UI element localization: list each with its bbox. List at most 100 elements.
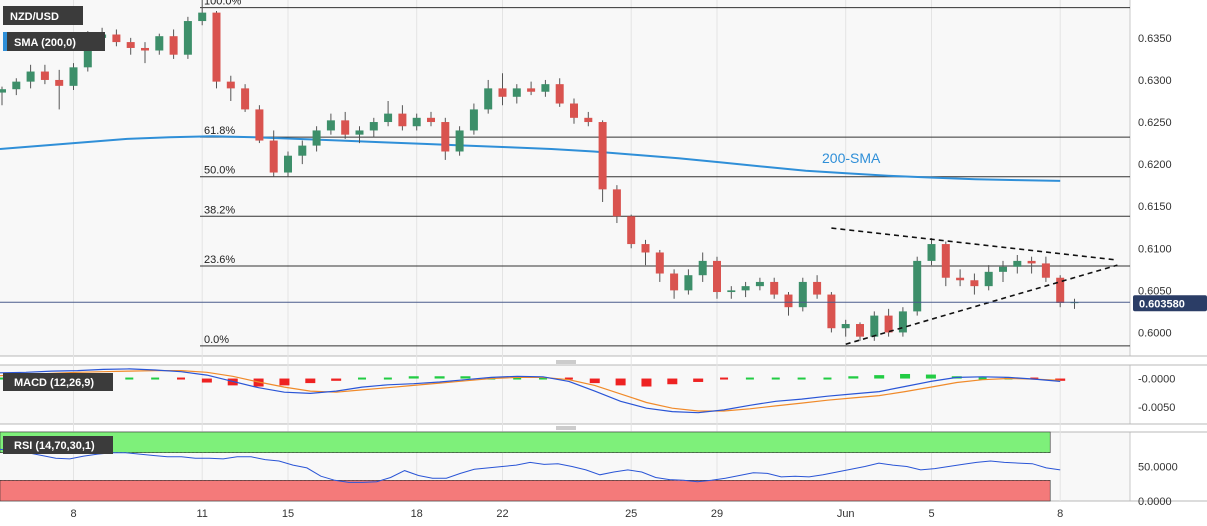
candle-body-74 <box>1056 277 1065 303</box>
sma-200-line <box>0 135 1061 182</box>
candle-55 <box>784 292 793 316</box>
candle-52 <box>741 281 750 298</box>
candle-body-57 <box>813 281 822 295</box>
axes-layer: 8 11 15 18 22 25 29 Jun 5 8 0.6350 0.6300 0.6250 0.62… <box>70 33 1177 520</box>
candle-body-10 <box>141 47 149 51</box>
candle-62 <box>884 308 893 337</box>
candle-body-28 <box>398 113 407 127</box>
macd-hist-bar-8 <box>201 378 212 383</box>
candle-21 <box>298 140 307 165</box>
candle-body-34 <box>484 88 493 110</box>
symbol-label: NZD/USD <box>10 11 59 23</box>
sma-annotation: 200-SMA <box>822 150 881 166</box>
candle-50 <box>713 256 721 299</box>
candle-2 <box>26 64 35 89</box>
macd-panel-bg <box>0 365 1130 424</box>
candle-body-40 <box>570 103 578 118</box>
candle-body-13 <box>183 21 192 55</box>
candle-body-31 <box>441 122 450 152</box>
candle-body-3 <box>40 71 49 80</box>
macd-badge[interactable]: MACD (12,26,9) <box>3 373 113 391</box>
symbol-badge[interactable]: NZD/USD <box>3 6 83 25</box>
macd-hist-bar-26 <box>667 378 678 385</box>
candle-body-51 <box>727 290 736 293</box>
fib-label-4: 23.6% <box>204 254 235 266</box>
rsi-line <box>0 448 1061 483</box>
candle-19 <box>269 130 278 177</box>
macd-signal-line <box>0 370 1061 412</box>
macd-hist-bar-11 <box>279 378 290 386</box>
x-tick-label-3: 18 <box>411 508 423 520</box>
candle-0 <box>0 86 6 106</box>
candle-body-12 <box>169 36 178 55</box>
sma-200-layer <box>0 135 1061 182</box>
candle-48 <box>684 269 693 295</box>
macd-hist-bar-36 <box>925 374 936 379</box>
candle-68 <box>970 273 979 295</box>
macd-hist-bar-23 <box>589 378 600 384</box>
x-tick-label-1: 11 <box>196 508 207 520</box>
candle-body-17 <box>241 88 250 110</box>
candle-24 <box>341 111 350 139</box>
candle-body-29 <box>412 117 421 127</box>
candle-18 <box>255 105 264 144</box>
rsi-badge[interactable]: RSI (14,70,30,1) <box>3 436 113 454</box>
candle-body-42 <box>598 122 607 190</box>
candle-body-14 <box>198 12 207 22</box>
macd-hist-bar-27 <box>693 378 704 382</box>
candle-11 <box>155 33 164 55</box>
candle-body-30 <box>427 117 435 123</box>
current-price-value: 0.603580 <box>1139 298 1185 310</box>
candle-body-21 <box>298 145 307 156</box>
candle-63 <box>898 307 907 337</box>
candle-body-71 <box>1013 260 1022 267</box>
current-price-badge: 0.603580 <box>1133 295 1207 312</box>
candle-body-4 <box>55 79 64 86</box>
trendline-upper <box>831 227 1118 261</box>
candle-56 <box>798 277 807 312</box>
candle-body-63 <box>898 311 907 333</box>
triangle-trendlines <box>831 227 1118 345</box>
candle-73 <box>1041 256 1050 282</box>
macd-hist-bar-25 <box>641 378 652 387</box>
candle-58 <box>827 292 836 333</box>
rsi-resize-handle[interactable] <box>556 426 576 430</box>
macd-hist-bar-13 <box>331 378 342 381</box>
macd-hist-bar-14 <box>358 377 367 380</box>
candle-body-38 <box>541 84 550 92</box>
candle-body-44 <box>627 216 636 245</box>
rsi-layer <box>0 448 1061 483</box>
fib-label-3: 38.2% <box>204 204 235 216</box>
macd-hist-bar-18 <box>460 376 471 379</box>
x-tick-label-4: 22 <box>496 508 508 520</box>
candle-45 <box>641 239 650 266</box>
candle-body-11 <box>155 36 164 51</box>
sma-badge[interactable]: SMA (200,0) <box>3 32 105 51</box>
candle-41 <box>584 111 593 127</box>
candle-body-26 <box>369 122 378 131</box>
candle-26 <box>369 117 378 138</box>
candle-70 <box>999 260 1007 282</box>
candle-body-19 <box>269 140 278 173</box>
candle-body-59 <box>841 324 850 329</box>
candle-22 <box>312 126 321 152</box>
candle-body-48 <box>684 275 693 291</box>
candle-body-50 <box>713 260 721 293</box>
candle-body-41 <box>584 117 593 123</box>
candle-body-72 <box>1027 260 1036 264</box>
candle-29 <box>412 113 421 131</box>
candle-23 <box>326 113 335 135</box>
candle-body-64 <box>913 260 922 312</box>
candle-body-35 <box>498 88 507 97</box>
fib-label-2: 50.0% <box>204 165 235 177</box>
macd-hist-bar-41 <box>1055 378 1066 381</box>
macd-resize-handle[interactable] <box>556 360 576 364</box>
candle-body-15 <box>212 12 221 82</box>
candle-33 <box>469 103 478 135</box>
candle-12 <box>169 29 178 59</box>
macd-hist-bar-30 <box>771 377 780 380</box>
rsi-bands <box>0 431 1051 502</box>
candle-59 <box>841 319 850 337</box>
